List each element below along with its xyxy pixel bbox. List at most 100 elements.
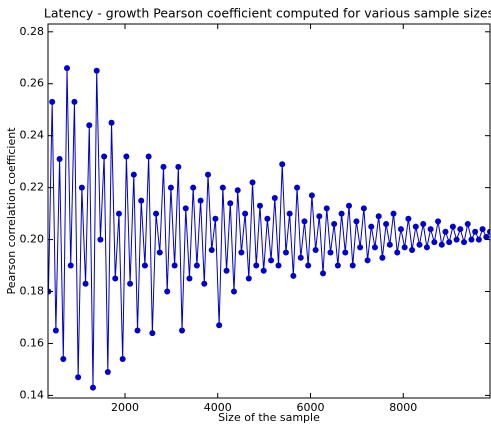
data-point bbox=[205, 171, 212, 178]
data-point bbox=[115, 210, 122, 217]
data-point bbox=[216, 322, 223, 329]
data-point bbox=[238, 249, 245, 256]
data-point bbox=[297, 254, 304, 261]
data-point bbox=[472, 228, 479, 235]
data-point bbox=[438, 241, 445, 248]
y-tick-label: 0.22 bbox=[20, 181, 45, 194]
data-point bbox=[323, 205, 330, 212]
data-point bbox=[349, 262, 356, 269]
data-point bbox=[182, 205, 189, 212]
data-point bbox=[230, 288, 237, 295]
data-point bbox=[197, 197, 204, 204]
data-point bbox=[201, 280, 208, 287]
data-point bbox=[127, 280, 134, 287]
data-point bbox=[364, 257, 371, 264]
data-point bbox=[412, 223, 419, 230]
data-point bbox=[279, 161, 286, 168]
chart-title: Latency - growth Pearson coefficient com… bbox=[44, 6, 491, 21]
y-tick-label: 0.16 bbox=[20, 336, 45, 349]
data-point bbox=[483, 233, 490, 240]
plot-area bbox=[48, 65, 490, 391]
x-tick-label: 6000 bbox=[297, 401, 325, 414]
data-point bbox=[130, 171, 137, 178]
data-point bbox=[82, 280, 89, 287]
data-point bbox=[97, 236, 104, 243]
x-tick-label: 2000 bbox=[111, 401, 139, 414]
data-point bbox=[108, 119, 115, 126]
y-tick-label: 0.14 bbox=[20, 388, 45, 401]
data-point bbox=[409, 246, 416, 253]
data-point bbox=[156, 249, 163, 256]
data-point bbox=[227, 200, 234, 207]
data-point bbox=[119, 356, 126, 363]
data-point bbox=[401, 244, 408, 251]
data-point bbox=[416, 241, 423, 248]
data-point bbox=[253, 262, 260, 269]
data-point bbox=[427, 226, 434, 233]
data-point bbox=[268, 257, 275, 264]
data-point bbox=[190, 184, 197, 191]
data-point bbox=[383, 220, 390, 227]
data-point bbox=[164, 288, 171, 295]
data-point bbox=[75, 374, 82, 381]
data-point bbox=[468, 236, 475, 243]
data-point bbox=[338, 210, 345, 217]
data-point bbox=[346, 202, 353, 209]
y-tick-label: 0.18 bbox=[20, 285, 45, 298]
data-point bbox=[301, 218, 308, 225]
data-point bbox=[475, 236, 482, 243]
data-point bbox=[145, 153, 152, 160]
data-point bbox=[353, 218, 360, 225]
data-point bbox=[175, 163, 182, 170]
data-point bbox=[71, 98, 78, 105]
data-point bbox=[271, 195, 278, 202]
y-tick-label: 0.20 bbox=[20, 233, 45, 246]
data-point bbox=[446, 239, 453, 246]
data-point bbox=[134, 327, 141, 334]
data-point bbox=[282, 249, 289, 256]
data-point bbox=[256, 202, 263, 209]
data-point bbox=[149, 330, 156, 337]
data-point bbox=[342, 249, 349, 256]
data-point bbox=[223, 267, 230, 274]
data-point bbox=[435, 218, 442, 225]
data-point bbox=[234, 187, 241, 194]
data-point bbox=[86, 122, 93, 129]
data-point bbox=[320, 270, 327, 277]
data-point bbox=[453, 236, 460, 243]
data-point bbox=[60, 356, 67, 363]
data-point bbox=[123, 153, 130, 160]
data-point bbox=[379, 254, 386, 261]
data-point bbox=[78, 184, 85, 191]
data-point bbox=[290, 272, 297, 279]
data-point bbox=[141, 262, 148, 269]
data-point bbox=[93, 67, 100, 74]
data-point bbox=[275, 262, 282, 269]
data-point bbox=[49, 98, 56, 105]
data-point bbox=[431, 239, 438, 246]
data-point bbox=[112, 275, 119, 282]
x-axis-label: Size of the sample bbox=[218, 411, 320, 424]
data-point bbox=[457, 226, 464, 233]
data-point bbox=[449, 223, 456, 230]
data-point bbox=[308, 192, 315, 199]
data-point bbox=[368, 223, 375, 230]
data-point bbox=[479, 226, 486, 233]
data-point bbox=[264, 215, 271, 222]
data-point bbox=[371, 244, 378, 251]
data-point bbox=[420, 220, 427, 227]
series-line bbox=[48, 68, 490, 388]
data-point bbox=[390, 210, 397, 217]
y-tick-label: 0.28 bbox=[20, 25, 45, 38]
data-point bbox=[294, 184, 301, 191]
data-point bbox=[186, 275, 193, 282]
data-point bbox=[153, 210, 160, 217]
data-point bbox=[245, 275, 252, 282]
data-point bbox=[442, 228, 449, 235]
data-point bbox=[160, 163, 167, 170]
data-point bbox=[138, 197, 145, 204]
data-point bbox=[52, 327, 59, 334]
data-point bbox=[316, 213, 323, 220]
data-point bbox=[397, 226, 404, 233]
